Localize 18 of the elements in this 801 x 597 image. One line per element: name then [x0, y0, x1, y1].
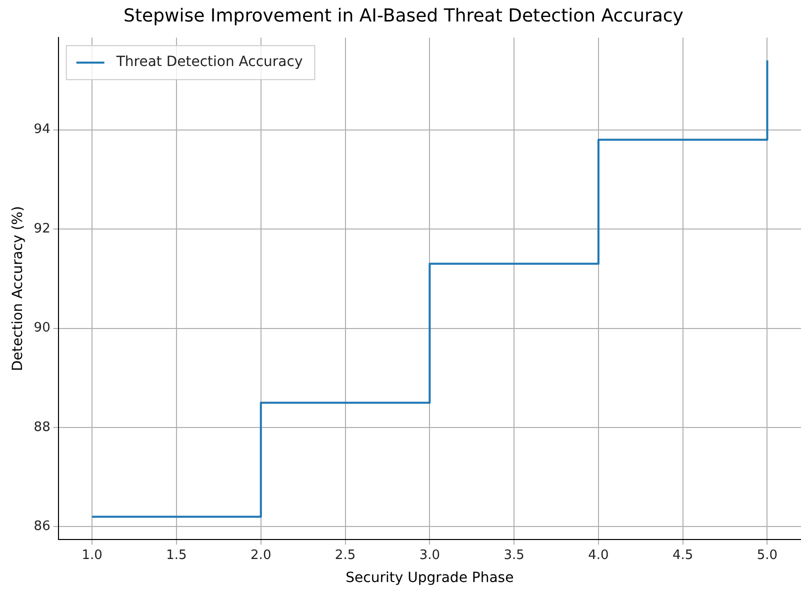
x-tick-label: 5.0	[756, 548, 778, 563]
y-tick-label: 88	[34, 420, 50, 435]
legend-label: Threat Detection Accuracy	[115, 54, 303, 70]
x-tick-label: 1.0	[82, 548, 102, 563]
y-tick-label: 94	[34, 122, 50, 138]
x-tick-label: 2.0	[250, 548, 272, 563]
x-axis-title: Security Upgrade Phase	[346, 570, 514, 586]
x-tick-label: 3.0	[419, 548, 440, 563]
y-tick-label: 92	[34, 221, 50, 236]
x-tick-label: 1.5	[166, 548, 187, 563]
x-tick-label: 3.5	[504, 548, 524, 563]
chart-title: Stepwise Improvement in AI-Based Threat Detection Accuracy	[124, 5, 684, 26]
x-tick-label: 4.5	[672, 548, 694, 563]
x-tick-label: 2.5	[334, 548, 356, 563]
y-axis-title: Detection Accuracy (%)	[10, 206, 26, 372]
x-tick-label: 4.0	[588, 548, 609, 563]
y-tick-label: 90	[34, 320, 50, 336]
y-tick-label: 86	[34, 519, 50, 534]
